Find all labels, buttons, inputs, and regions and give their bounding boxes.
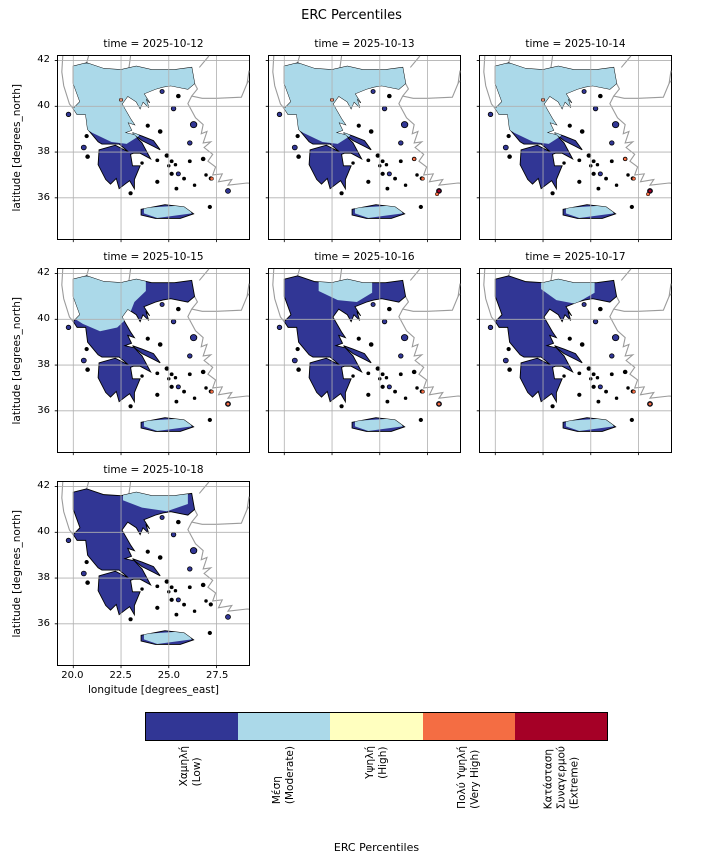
colorbar-segment-high [330,713,423,740]
colorbar-segment-low [146,713,239,740]
x-tick-label: 20.0 [61,670,84,681]
facet-panel: time = 2025-10-13 [268,38,461,240]
facet-panel: time = 2025-10-18 42 40 38 36 latitude [degre… [11,464,250,696]
axis-ticks [55,487,217,669]
y-tick-label: 40 [37,99,50,111]
gridlines [58,482,249,665]
panel-title: time = 2025-10-14 [525,38,626,50]
colorbar-tick-label-moderate: Μέση (Moderate) [270,746,296,805]
x-tick-label: 25.0 [157,670,181,681]
colorbar-tick-labels: Χαμηλή (Low) Μέση (Moderate) Υψηλή (High) Πολύ… [145,746,608,838]
colorbar-segment-very_high [422,713,515,740]
map-axes [479,268,672,453]
y-tick-label: 40 [37,525,50,537]
gridlines [269,269,460,452]
gridlines [58,56,249,239]
panel-title: time = 2025-10-18 [103,464,204,476]
hotspot-dots [210,390,230,406]
x-tick-label: 22.5 [109,670,132,681]
facet-panel: time = 2025-10-17 [479,251,672,453]
y-tick-label: 38 [37,146,50,158]
y-tick-label: 42 [37,266,50,278]
greece-map [58,482,249,665]
facet-panel: time = 2025-10-14 [479,38,672,240]
neighbor-borders [62,269,249,398]
gridlines [58,269,249,452]
land-moderate-fill [541,276,614,431]
colorbar-segment-moderate [238,713,331,740]
neighbor-borders [62,56,249,185]
panel-title: time = 2025-10-13 [314,38,415,50]
map-axes [57,55,250,240]
colorbar-tick-label-low: Χαμηλή (Low) [178,746,204,787]
hotspot-dots [421,390,441,406]
x-axis-label: longitude [degrees_east] [87,684,219,696]
panel-title: time = 2025-10-16 [314,251,415,263]
colorbar-title: ERC Percentiles [333,841,420,854]
y-axis-label: latitude [degrees_north] [11,509,23,638]
map-axes [268,268,461,453]
greece-map [480,269,671,452]
facet-panel: time = 2025-10-16 [268,251,461,453]
neighbor-borders [484,56,671,185]
axis-ticks [55,274,217,456]
greece-map [58,269,249,452]
neighbor-borders [484,269,671,398]
facet-panel: time = 2025-10-15 42 40 38 36 latitude [degre… [11,251,250,453]
colorbar-tick-label-very_high: Πολύ Υψηλή (Very High) [456,746,482,809]
y-tick-label: 40 [37,312,50,324]
greece-map [269,56,460,239]
island-dots [66,515,230,634]
facet-panel: time = 2025-10-12 42 40 38 36 latitude [degre… [11,38,250,240]
axis-ticks [477,61,639,243]
x-tick-label: 27.5 [206,670,229,681]
panel-title: time = 2025-10-17 [525,251,626,263]
neighbor-borders [273,56,460,185]
y-tick-label: 36 [37,405,50,417]
gridlines [480,56,671,239]
axis-ticks [477,274,639,456]
colorbar-bar [145,712,608,741]
axis-ticks [266,274,428,456]
hotspot-dots [632,390,652,406]
y-tick-label: 38 [37,359,50,371]
y-tick-label: 36 [37,618,50,630]
y-tick-label: 36 [37,192,50,204]
neighbor-borders [62,482,249,611]
map-axes [57,268,250,453]
y-tick-label: 42 [37,479,50,491]
y-tick-label: 42 [37,53,50,65]
axis-ticks [55,61,217,243]
map-axes [268,55,461,240]
figure-title: ERC Percentiles [301,8,402,23]
y-axis-label: latitude [degrees_north] [11,83,23,212]
island-dots [66,302,230,421]
gridlines [480,269,671,452]
map-axes [479,55,672,240]
colorbar-segment-extreme [514,713,608,740]
panel-title: time = 2025-10-15 [103,251,204,263]
map-axes [57,481,250,666]
gridlines [269,56,460,239]
y-tick-label: 38 [37,572,50,584]
colorbar-tick-label-high: Υψηλή (High) [363,746,389,779]
greece-map [269,269,460,452]
neighbor-borders [273,269,460,398]
axis-ticks [266,61,428,243]
greece-map [480,56,671,239]
panel-title: time = 2025-10-12 [103,38,204,50]
y-axis-label: latitude [degrees_north] [11,296,23,425]
island-dots [66,89,230,208]
hotspot-dots [330,98,440,196]
greece-map [58,56,249,239]
land-low-fill [73,489,194,645]
colorbar-tick-label-extreme: Κατάσταση Συναγερμού (Extreme) [542,746,581,810]
